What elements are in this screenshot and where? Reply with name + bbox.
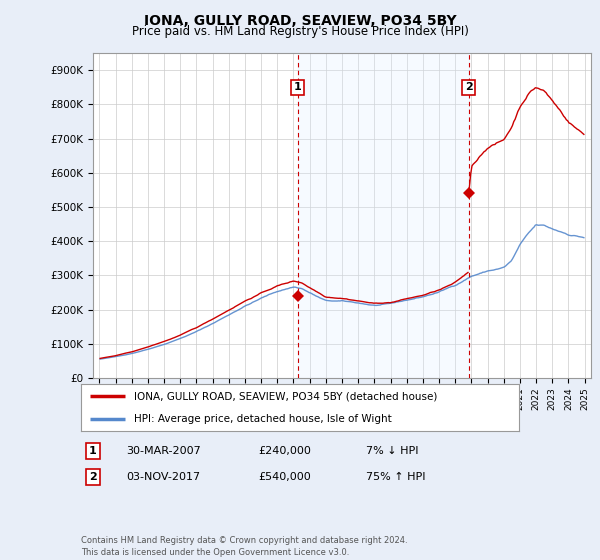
Text: 1: 1	[89, 446, 97, 456]
Text: IONA, GULLY ROAD, SEAVIEW, PO34 5BY: IONA, GULLY ROAD, SEAVIEW, PO34 5BY	[143, 14, 457, 28]
Text: 2: 2	[465, 82, 472, 92]
Bar	[298, 53, 469, 378]
Text: IONA, GULLY ROAD, SEAVIEW, PO34 5BY (detached house): IONA, GULLY ROAD, SEAVIEW, PO34 5BY (det…	[134, 391, 437, 402]
Text: Contains HM Land Registry data © Crown copyright and database right 2024.
This d: Contains HM Land Registry data © Crown c…	[81, 536, 407, 557]
Text: 03-NOV-2017: 03-NOV-2017	[126, 472, 200, 482]
Text: 30-MAR-2007: 30-MAR-2007	[126, 446, 201, 456]
Text: 1: 1	[293, 82, 301, 92]
Text: £240,000: £240,000	[258, 446, 311, 456]
Text: 75% ↑ HPI: 75% ↑ HPI	[366, 472, 425, 482]
Text: £540,000: £540,000	[258, 472, 311, 482]
Text: Price paid vs. HM Land Registry's House Price Index (HPI): Price paid vs. HM Land Registry's House …	[131, 25, 469, 38]
Text: 7% ↓ HPI: 7% ↓ HPI	[366, 446, 419, 456]
Text: 2: 2	[89, 472, 97, 482]
Text: HPI: Average price, detached house, Isle of Wight: HPI: Average price, detached house, Isle…	[134, 414, 391, 424]
